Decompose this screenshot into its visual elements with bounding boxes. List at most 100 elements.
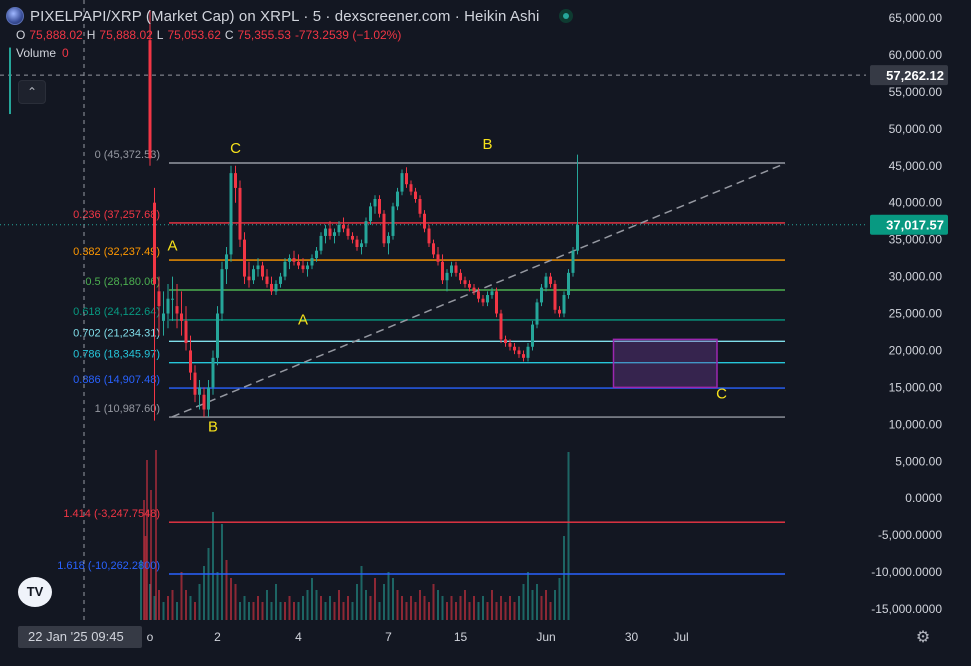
volume-bar: [455, 602, 457, 620]
candle-body: [373, 198, 377, 207]
candle-body: [148, 40, 152, 159]
y-tick-label: 40,000.00: [889, 196, 943, 210]
volume-bar: [495, 602, 498, 620]
candle-body: [409, 184, 413, 192]
candle-body: [472, 287, 476, 292]
candle-body: [310, 258, 314, 266]
candle-body: [166, 298, 170, 314]
volume-bar: [207, 548, 210, 620]
volume-bar: [275, 584, 277, 620]
candle-body: [193, 372, 197, 395]
candle-body: [243, 239, 246, 277]
y-tick-label: 35,000.00: [889, 233, 943, 247]
ohlc-change-value: -773.2539 (−1.02%): [294, 28, 402, 42]
candle-body: [337, 224, 341, 233]
candle-body: [378, 198, 381, 214]
y-tick-label: 20,000.00: [889, 343, 943, 357]
x-tick-label: 4: [295, 630, 302, 644]
volume-bar: [419, 590, 421, 620]
volume-bar: [486, 602, 489, 620]
candle-body: [211, 357, 215, 388]
volume-bar: [162, 602, 165, 620]
volume-bar: [473, 596, 475, 620]
candle-body: [369, 206, 372, 222]
x-tick-label: o: [147, 630, 154, 644]
candle-body: [153, 202, 156, 284]
volume-bar: [140, 560, 142, 620]
candle-body: [252, 269, 255, 281]
highlight-box: [612, 338, 718, 389]
volume-bar: [167, 596, 169, 620]
candle-body: [292, 258, 296, 262]
volume-bar: [189, 596, 192, 620]
ohlc-row: O 75,888.02 H 75,888.02 L 75,053.62 C 75,355…: [16, 26, 573, 44]
volume-bar: [243, 596, 246, 620]
ohlc-close-label: C: [224, 28, 234, 42]
candle-body: [301, 265, 305, 270]
volume-bar: [279, 602, 282, 620]
candle-body: [256, 265, 260, 270]
volume-bar: [324, 602, 327, 620]
volume-bar: [428, 602, 430, 620]
settings-gear-icon[interactable]: ⚙: [915, 629, 931, 646]
volume-bar: [155, 450, 157, 620]
symbol-title[interactable]: PIXELPAPI/XRP (Market Cap) on XRPL · 5 ·…: [30, 7, 540, 25]
y-tick-label: 25,000.00: [889, 307, 943, 321]
candle-body: [463, 280, 467, 284]
candle-body: [423, 213, 426, 229]
candle-body: [328, 228, 332, 236]
candle-body: [324, 228, 327, 236]
y-tick-label: 60,000.00: [889, 48, 943, 62]
volume-bar: [216, 572, 219, 620]
candle-body: [481, 298, 485, 303]
candle-body: [553, 283, 557, 310]
candle-body: [558, 309, 561, 314]
volume-bar: [185, 590, 187, 620]
candle-body: [216, 313, 219, 358]
volume-bar: [329, 596, 331, 620]
candle-body: [513, 346, 516, 351]
x-tick-label: Jun: [536, 630, 555, 644]
volume-bar: [351, 602, 354, 620]
candle-body: [360, 243, 363, 248]
candle-body: [297, 261, 300, 266]
market-status-icon[interactable]: [559, 9, 574, 23]
volume-bar: [450, 596, 453, 620]
candle-body: [387, 235, 390, 244]
candle-body: [279, 276, 282, 284]
candle-body: [382, 213, 386, 244]
candle-body: [333, 232, 336, 236]
candle-body: [315, 250, 318, 259]
volume-bar: [500, 596, 502, 620]
volume-bar: [527, 572, 529, 620]
candle-body: [468, 283, 471, 288]
wave-annotation: A: [167, 238, 177, 255]
candle-body: [157, 291, 161, 307]
ohlc-open-value: 75,888.02: [29, 28, 83, 42]
candle-body: [238, 187, 242, 240]
volume-bar: [396, 590, 399, 620]
volume-bar: [545, 590, 547, 620]
candle-body: [432, 243, 435, 255]
volume-bar: [198, 584, 201, 620]
volume-bar: [284, 602, 286, 620]
volume-bar: [144, 536, 147, 620]
volume-bar: [464, 590, 466, 620]
tradingview-logo-icon[interactable]: TV: [18, 577, 52, 607]
ohlc-low-value: 75,053.62: [167, 28, 221, 42]
volume-label[interactable]: Volume: [16, 46, 57, 60]
candle-body: [535, 302, 539, 325]
candle-body: [450, 265, 453, 273]
candle-body: [162, 313, 165, 321]
candle-body: [544, 276, 548, 288]
volume-bar: [468, 602, 471, 620]
volume-bar: [558, 578, 561, 620]
candle-body: [265, 276, 269, 284]
volume-bar: [150, 490, 152, 620]
collapse-legend-button[interactable]: ⌃: [18, 80, 46, 104]
volume-bar: [252, 602, 255, 620]
candle-body: [364, 221, 368, 244]
